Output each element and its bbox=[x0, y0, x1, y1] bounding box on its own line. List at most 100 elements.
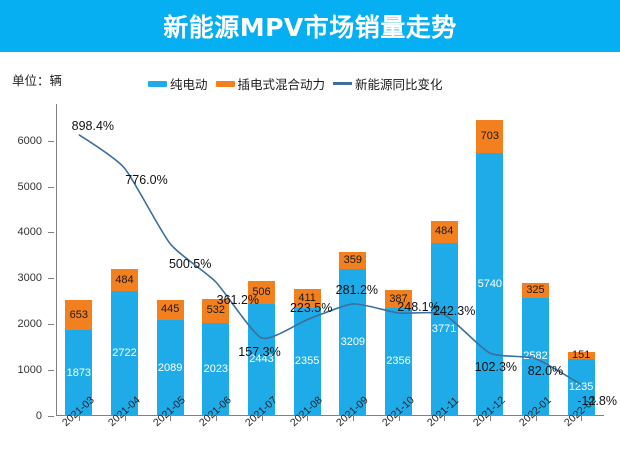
y-tick-label: 2000 bbox=[17, 318, 42, 331]
bar-value-label: 703 bbox=[480, 130, 499, 143]
bar-segment-phev[interactable]: 411 bbox=[293, 289, 321, 308]
bar-value-label: 325 bbox=[526, 283, 545, 296]
y-axis-tick bbox=[48, 232, 54, 234]
y-axis-tick bbox=[48, 416, 54, 417]
bar-value-label: 1235 bbox=[568, 381, 594, 394]
bar-value-label: 3771 bbox=[431, 322, 457, 335]
x-axis-tick bbox=[215, 416, 217, 421]
y-tick-label: 3000 bbox=[17, 272, 42, 285]
bar-group[interactable]: 2023 532 bbox=[202, 298, 230, 416]
bar-group[interactable]: 2089 445 bbox=[156, 299, 184, 416]
bar-group[interactable]: 2722 484 bbox=[111, 268, 138, 416]
y-tick-label: 0 bbox=[35, 410, 42, 422]
legend-swatch-icon bbox=[215, 80, 235, 87]
bar-value-label: 2355 bbox=[294, 355, 320, 368]
y-axis-labels: 0 1000 2000 3000 4000 5000 6000 bbox=[0, 104, 52, 422]
page-title: 新能源MPV市场销量走势 bbox=[163, 13, 457, 42]
bar-segment-bev[interactable]: 2356 bbox=[385, 307, 412, 416]
bar-segment-phev[interactable]: 653 bbox=[65, 300, 93, 331]
bar-group[interactable]: 3771 484 bbox=[430, 220, 458, 416]
legend-swatch-icon bbox=[148, 80, 167, 87]
y-tick-label: 6000 bbox=[17, 134, 42, 147]
bar-value-label: 2089 bbox=[157, 361, 183, 374]
bar-segment-bev[interactable]: 3771 bbox=[430, 242, 458, 416]
bar-group[interactable]: 1873 653 bbox=[65, 300, 93, 416]
bar-segment-phev[interactable]: 387 bbox=[385, 290, 412, 308]
x-axis-tick bbox=[78, 416, 80, 421]
bar-group[interactable]: 1235 151 bbox=[567, 349, 595, 416]
bar-segment-phev[interactable]: 703 bbox=[476, 120, 504, 153]
yoy-value-label: 157.3% bbox=[238, 344, 281, 359]
bar-segment-bev[interactable]: 3209 bbox=[339, 268, 367, 416]
x-axis-tick bbox=[535, 416, 537, 421]
yoy-value-label: 248.1% bbox=[397, 299, 440, 314]
yoy-value-label: -12.8% bbox=[577, 393, 617, 408]
legend-swatch-icon bbox=[333, 82, 353, 85]
bar-value-label: 359 bbox=[343, 254, 362, 267]
bar-segment-bev[interactable]: 2722 bbox=[111, 291, 138, 416]
legend-label: 插电式混合动力 bbox=[237, 77, 326, 92]
x-axis-tick bbox=[170, 416, 172, 421]
y-axis-tick bbox=[48, 324, 54, 326]
legend-item-2[interactable]: 插电式混合动力 bbox=[215, 74, 326, 93]
bar-group[interactable]: 2356 387 bbox=[385, 290, 412, 416]
legend-item-1[interactable]: 纯电动 bbox=[148, 74, 208, 93]
bar-segment-phev[interactable]: 359 bbox=[339, 252, 367, 269]
bar-segment-phev[interactable]: 506 bbox=[248, 280, 275, 304]
bar-segment-bev[interactable]: 1235 bbox=[567, 359, 595, 416]
bar-segment-bev[interactable]: 1873 bbox=[65, 330, 93, 416]
y-tick-label: 5000 bbox=[17, 180, 42, 193]
x-axis-tick bbox=[307, 416, 309, 421]
bar-group[interactable]: 2355 411 bbox=[293, 289, 321, 416]
bar-value-label: 2023 bbox=[203, 363, 229, 376]
yoy-value-label: 361.2% bbox=[216, 292, 260, 307]
bar-group[interactable]: 3209 359 bbox=[339, 252, 367, 416]
bar-segment-phev[interactable]: 484 bbox=[111, 268, 138, 292]
x-axis-labels: 2021-03 2021-04 2021-05 2021-06 2021-07 2021-… bbox=[56, 394, 604, 465]
y-axis-tick bbox=[48, 186, 54, 188]
bar-value-label: 2582 bbox=[523, 350, 548, 363]
chart-legend: 纯电动 插电式混合动力 新能源同比变化 bbox=[148, 74, 451, 93]
bar-segment-bev[interactable]: 2355 bbox=[293, 307, 321, 416]
bar-segment-bev[interactable]: 2089 bbox=[156, 320, 184, 416]
y-axis-line bbox=[56, 104, 57, 416]
x-axis-tick bbox=[398, 416, 400, 421]
legend-item-3[interactable]: 新能源同比变化 bbox=[333, 74, 443, 93]
bar-group[interactable]: 5740 703 bbox=[476, 120, 504, 416]
bar-value-label: 506 bbox=[252, 285, 271, 298]
x-axis-tick bbox=[261, 416, 263, 421]
yoy-value-label: 500.5% bbox=[168, 256, 212, 271]
bar-segment-bev[interactable]: 2023 bbox=[202, 323, 230, 416]
bar-segment-phev[interactable]: 325 bbox=[522, 282, 549, 298]
y-axis-tick bbox=[48, 370, 54, 372]
bar-group[interactable]: 2582 325 bbox=[522, 282, 549, 416]
legend-label: 纯电动 bbox=[170, 77, 208, 92]
bar-segment-phev[interactable]: 151 bbox=[567, 349, 595, 362]
yoy-value-label: 776.0% bbox=[125, 173, 168, 188]
y-axis-tick bbox=[48, 278, 54, 280]
bar-value-label: 151 bbox=[571, 349, 591, 362]
bar-value-label: 532 bbox=[206, 304, 225, 317]
bar-value-label: 3209 bbox=[340, 335, 366, 348]
bar-segment-phev[interactable]: 532 bbox=[202, 298, 230, 324]
bar-segment-bev[interactable]: 2443 bbox=[248, 303, 275, 416]
yoy-value-label: 242.3% bbox=[432, 303, 476, 318]
bar-group[interactable]: 2443 506 bbox=[248, 280, 275, 416]
unit-label: 单位：辆 bbox=[12, 73, 63, 88]
yoy-value-label: 281.2% bbox=[335, 282, 379, 297]
x-axis-tick bbox=[489, 416, 491, 421]
bar-value-label: 387 bbox=[389, 292, 408, 305]
bar-value-label: 1873 bbox=[66, 366, 92, 379]
y-axis-tick bbox=[48, 140, 54, 142]
bar-value-label: 2356 bbox=[386, 355, 411, 368]
yoy-line-series bbox=[78, 133, 582, 386]
yoy-value-label: 223.5% bbox=[289, 300, 333, 315]
bar-value-label: 411 bbox=[298, 292, 316, 305]
y-tick-label: 4000 bbox=[17, 226, 42, 239]
bar-segment-phev[interactable]: 484 bbox=[430, 220, 458, 243]
bar-segment-phev[interactable]: 445 bbox=[156, 299, 184, 321]
y-tick-label: 1000 bbox=[17, 364, 42, 377]
plot-area: 1873 653 2722 484 2089 445 2023 532 2443 506 2355 4… bbox=[48, 104, 617, 421]
bar-segment-bev[interactable]: 5740 bbox=[476, 152, 504, 416]
